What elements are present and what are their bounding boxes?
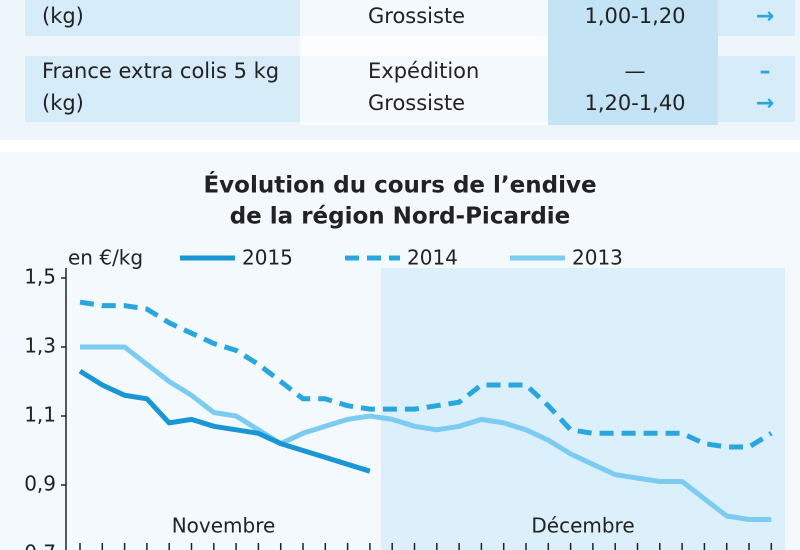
trend: →	[756, 4, 774, 29]
price: 1,00-1,20	[584, 4, 685, 28]
plot: Novembre Décembre 1,5 1,3 1,1 0,9 0,7 2015 2014 2…	[24, 246, 785, 550]
col-bg	[548, 0, 718, 125]
month-label: Décembre	[531, 514, 634, 538]
trend: →	[756, 91, 774, 116]
trend: –	[760, 59, 771, 84]
line-series	[80, 344, 772, 522]
y-axis-label: en €/kg	[68, 246, 143, 270]
product: (kg)	[42, 4, 84, 28]
chart-title: Évolution du cours de l’endive	[203, 171, 596, 199]
price: 1,20-1,40	[584, 91, 685, 115]
table: (kg) Grossiste 1,00-1,20 → France extra coli…	[42, 4, 774, 116]
month-label: Novembre	[172, 514, 276, 538]
legend-label: 2013	[572, 246, 623, 270]
y-tick-label: 1,5	[24, 265, 56, 289]
price: —	[625, 59, 646, 83]
line-series	[79, 299, 773, 450]
stage: Expédition	[368, 59, 479, 83]
product: (kg)	[42, 91, 84, 115]
y-tick-label: 1,1	[24, 403, 56, 427]
product: France extra colis 5 kg	[42, 59, 279, 83]
legend-label: 2015	[242, 246, 293, 270]
stage: Grossiste	[368, 91, 465, 115]
y-tick-label: 0,7	[24, 541, 56, 550]
chart-title: de la région Nord-Picardie	[230, 204, 571, 230]
col-bg	[300, 0, 548, 125]
stage: Grossiste	[368, 4, 465, 28]
legend-label: 2014	[407, 246, 458, 270]
line-series	[78, 368, 371, 474]
month-band	[381, 268, 785, 550]
y-tick-label: 1,3	[24, 334, 56, 358]
y-tick-label: 0,9	[24, 472, 56, 496]
